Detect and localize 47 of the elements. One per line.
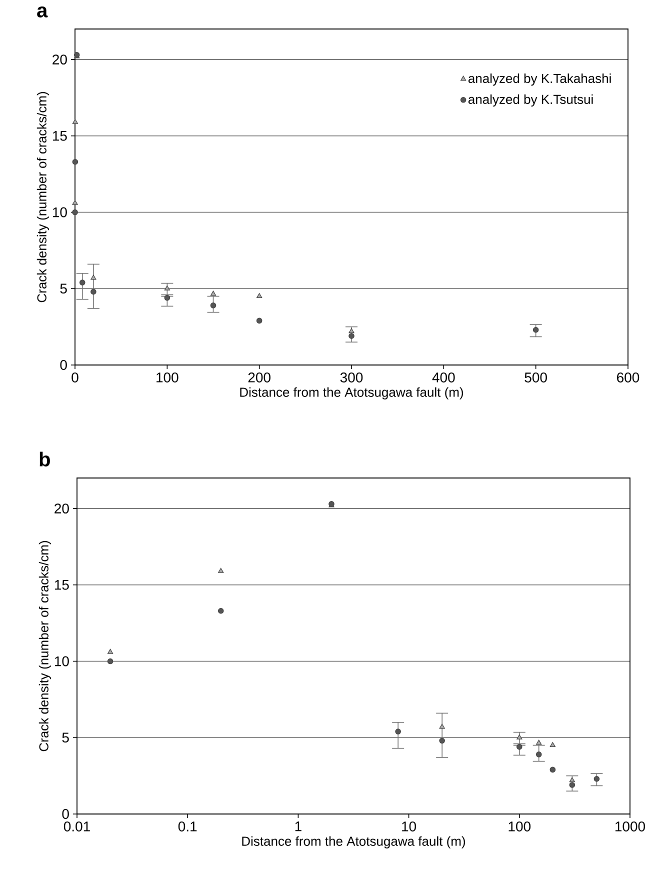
x-axis-title: Distance from the Atotsugawa fault (m): [240, 387, 464, 400]
y-tick-label: 15: [52, 131, 67, 141]
y-tick-label: 20: [52, 54, 67, 65]
point: [72, 118, 78, 124]
point: [164, 285, 170, 290]
point: [256, 293, 262, 298]
x-tick-label: 100: [156, 372, 178, 382]
x-tick-label: 1000: [615, 822, 646, 832]
legend-label: analyzed by K.Takahashi: [468, 74, 611, 86]
x-tick-label: 100: [508, 822, 531, 832]
y-tick-label: 15: [54, 580, 69, 590]
y-tick-label: 0: [62, 809, 69, 819]
chart-title: b: [40, 452, 50, 466]
point: [72, 209, 78, 216]
y-tick-label: 10: [52, 207, 67, 218]
x-tick-label: 1: [295, 822, 302, 832]
y-tick-label: 5: [62, 732, 69, 743]
point: [164, 294, 170, 301]
y-axis-title: Crack density (number of cracks/cm): [38, 540, 52, 752]
x-axis-title: Distance from the Atotsugawa fault (m): [242, 836, 466, 848]
point: [72, 200, 78, 205]
y-tick-label: 5: [60, 284, 67, 294]
x-tick-label: 600: [617, 372, 640, 382]
point: [210, 290, 216, 296]
x-tick-label: 300: [340, 372, 363, 382]
x-tick-label: 0.1: [178, 822, 197, 832]
y-tick-label: 20: [54, 504, 69, 514]
legend-label: analyzed by K.Tsutsui: [468, 94, 593, 107]
point: [210, 302, 216, 308]
point: [79, 280, 86, 286]
point: [90, 288, 96, 295]
x-tick-label: 500: [524, 372, 547, 382]
point: [256, 318, 262, 324]
point: [348, 333, 354, 339]
y-tick-label: 10: [54, 656, 69, 666]
point: [72, 158, 78, 165]
x-tick-label: 200: [248, 372, 270, 382]
point: [532, 326, 539, 333]
x-tick-label: 400: [432, 372, 455, 382]
point: [90, 274, 96, 280]
y-axis-title: Crack density (number of cracks/cm): [36, 92, 50, 302]
x-tick-label: 0: [72, 372, 78, 382]
y-tick-label: 0: [60, 360, 67, 370]
x-tick-label: 0.01: [64, 822, 90, 832]
chart-title: a: [37, 6, 48, 18]
x-tick-label: 10: [402, 822, 416, 832]
point: [348, 328, 354, 334]
